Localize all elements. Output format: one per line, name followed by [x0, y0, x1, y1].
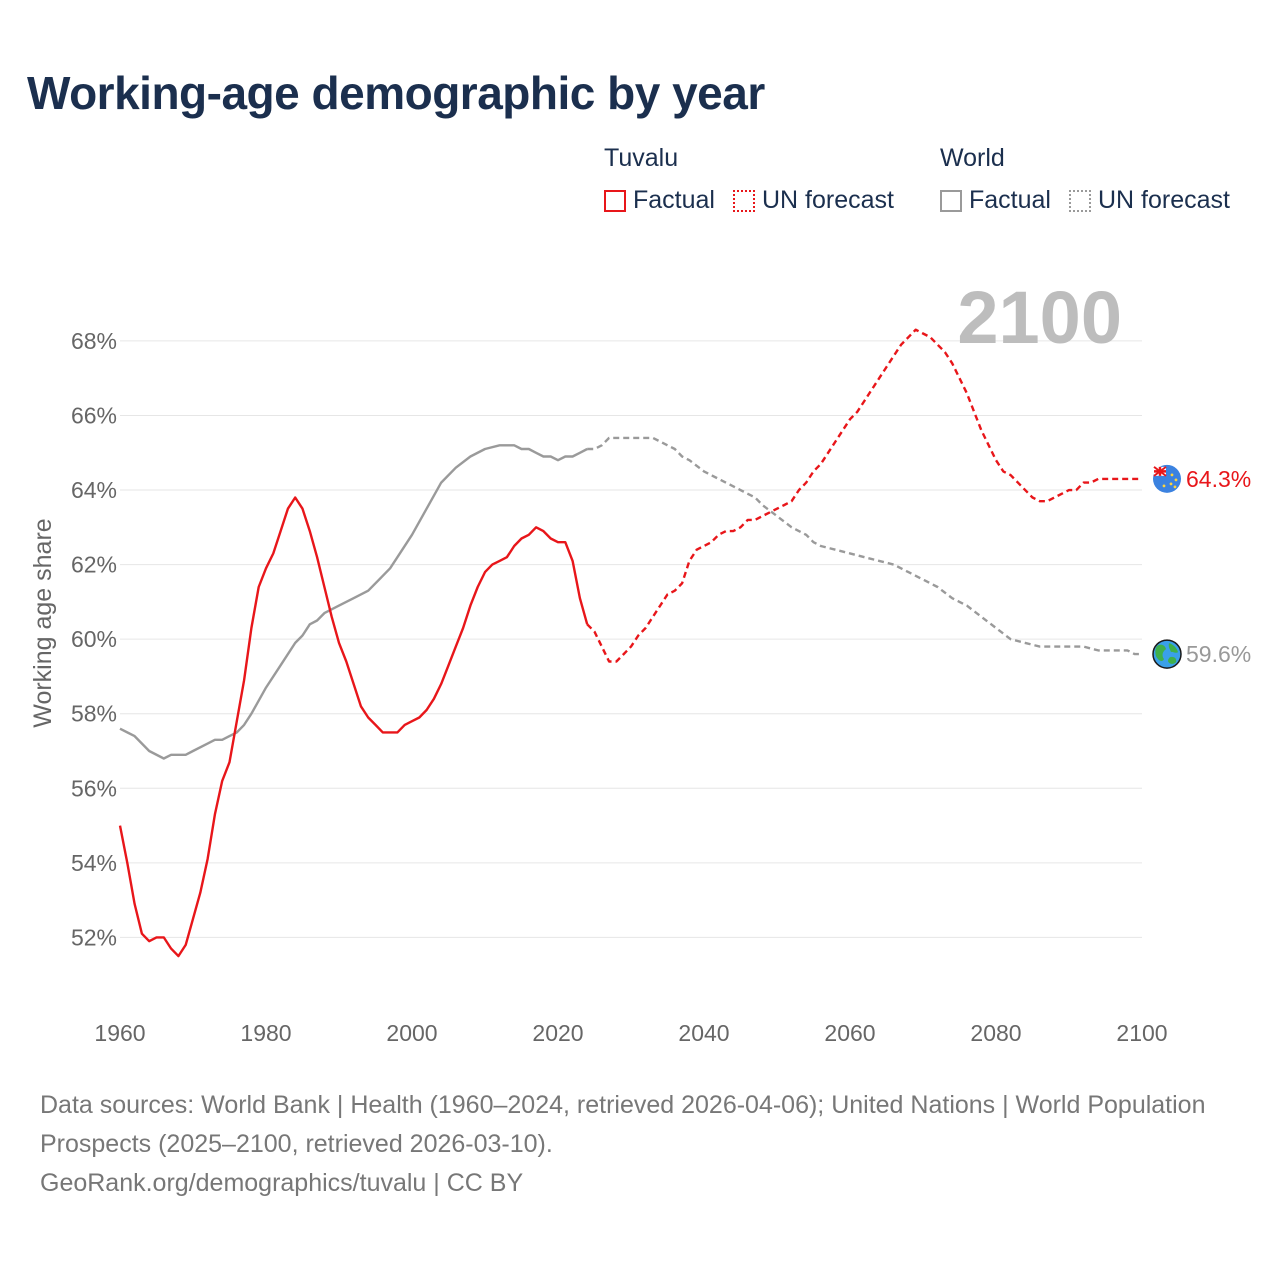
y-axis-label: Working age share — [29, 518, 57, 727]
legend-tuvalu-forecast-label: UN forecast — [761, 186, 894, 214]
y-tick-label: 52% — [71, 924, 117, 950]
y-tick-label: 68% — [71, 328, 117, 354]
end-markers: 64.3% 59.6% — [1152, 464, 1251, 669]
legend-world-title: World — [940, 144, 1005, 172]
y-axis-ticks: 52% 54% 56% 58% 60% 62% 64% 66% 68% — [71, 328, 117, 951]
x-tick-label: 2000 — [386, 1020, 437, 1046]
legend-tuvalu-factual-swatch — [604, 189, 626, 212]
tuvalu-factual-line[interactable] — [118, 496, 589, 958]
legend-world-factual[interactable]: Factual — [940, 186, 1051, 215]
tuvalu-forecast-line[interactable] — [586, 328, 1142, 663]
legend-tuvalu-forecast[interactable]: UN forecast — [732, 186, 894, 215]
y-tick-label: 56% — [71, 775, 117, 801]
y-tick-label: 58% — [71, 701, 117, 727]
legend-tuvalu-forecast-swatch — [732, 189, 755, 212]
legend-tuvalu: Tuvalu Factual UN forecast — [604, 144, 912, 215]
x-tick-label: 2080 — [970, 1020, 1021, 1046]
tuvalu-end-label: 64.3% — [1186, 466, 1251, 492]
legend-world-factual-swatch — [940, 189, 962, 212]
x-tick-label: 2040 — [678, 1020, 729, 1046]
legend-world-forecast[interactable]: UN forecast — [1068, 186, 1230, 215]
data-sources: Data sources: World Bank | Health (1960–… — [40, 1091, 1206, 1158]
series-lines — [118, 328, 1142, 958]
x-tick-label: 1980 — [240, 1020, 291, 1046]
y-tick-label: 54% — [71, 850, 117, 876]
footer: Data sources: World Bank | Health (1960–… — [40, 1086, 1240, 1203]
grid — [120, 340, 1142, 938]
current-year-label: 2100 — [957, 276, 1122, 359]
chart-title: Working-age demographic by year — [27, 67, 765, 119]
world-factual-line[interactable] — [119, 444, 588, 760]
x-tick-label: 2060 — [824, 1020, 875, 1046]
y-tick-label: 60% — [71, 626, 117, 652]
x-tick-label: 2100 — [1116, 1020, 1167, 1046]
tuvalu-flag-icon — [1153, 464, 1181, 493]
x-axis-ticks: 1960 1980 2000 2020 2040 2060 2080 2100 — [94, 1020, 1167, 1046]
y-tick-label: 66% — [71, 402, 117, 428]
x-tick-label: 2020 — [532, 1020, 583, 1046]
world-end-label: 59.6% — [1186, 641, 1251, 667]
legend-world-forecast-swatch — [1068, 189, 1091, 212]
legend-tuvalu-factual-label: Factual — [633, 186, 715, 214]
y-tick-label: 64% — [71, 477, 117, 503]
legend-tuvalu-title: Tuvalu — [604, 144, 679, 172]
world-forecast-line[interactable] — [587, 436, 1142, 656]
legend-tuvalu-factual[interactable]: Factual — [604, 186, 715, 215]
legend-world-factual-label: Factual — [969, 186, 1051, 214]
x-tick-label: 1960 — [94, 1020, 145, 1046]
line-chart: 52% 54% 56% 58% 60% 62% 64% 66% 68% 1960 1980 2000… — [29, 276, 1251, 1046]
credit-line: GeoRank.org/demographics/tuvalu | CC BY — [40, 1169, 524, 1197]
globe-icon — [1152, 639, 1182, 669]
legend-world: World Factual UN forecast — [940, 144, 1248, 215]
legend-world-forecast-label: UN forecast — [1097, 186, 1230, 214]
y-tick-label: 62% — [71, 552, 117, 578]
